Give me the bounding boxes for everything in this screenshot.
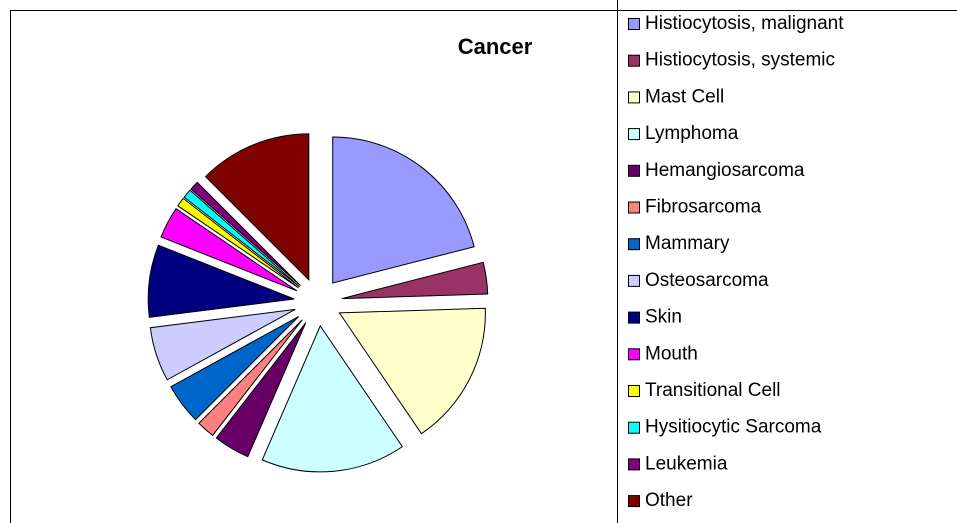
legend-swatch bbox=[628, 18, 640, 30]
pie-slice bbox=[183, 189, 300, 288]
legend-label: Mast Cell bbox=[645, 86, 724, 107]
legend-label: Hemangiosarcoma bbox=[645, 160, 805, 181]
pie-slice bbox=[160, 208, 298, 292]
legend-swatch bbox=[628, 91, 640, 104]
legend-label: Transitional Cell bbox=[645, 380, 781, 401]
legend-swatch bbox=[628, 421, 640, 434]
legend-label: Fibrosarcoma bbox=[645, 197, 762, 218]
pie-slice bbox=[177, 197, 299, 289]
legend-label: Mouth bbox=[645, 343, 698, 364]
legend-label: Skin bbox=[645, 307, 682, 328]
pie-slice bbox=[198, 319, 303, 437]
legend-label: Histiocytosis, malignant bbox=[645, 13, 844, 34]
pie-slice bbox=[149, 308, 296, 381]
legend-label: Osteosarcoma bbox=[645, 270, 769, 291]
legend-swatch bbox=[628, 238, 640, 251]
pie-slice bbox=[204, 133, 310, 282]
pie-slice bbox=[170, 315, 300, 421]
legend-swatch bbox=[628, 201, 640, 214]
legend-swatch bbox=[628, 164, 640, 177]
chart-title: Cancer bbox=[458, 34, 533, 59]
pie-slice bbox=[215, 322, 307, 458]
legend-swatch bbox=[628, 274, 640, 287]
legend-swatch bbox=[628, 385, 640, 397]
legend-label: Leukemia bbox=[645, 453, 728, 474]
legend-swatch bbox=[628, 495, 640, 508]
legend-swatch bbox=[628, 348, 640, 361]
legend-swatch bbox=[628, 458, 640, 471]
legend-label: Mammary bbox=[645, 233, 730, 254]
legend-swatch bbox=[628, 128, 640, 141]
legend-label: Histiocytosis, systemic bbox=[645, 50, 835, 71]
legend-label: Other bbox=[645, 490, 693, 511]
legend-swatch bbox=[628, 54, 640, 67]
pie-slice bbox=[341, 261, 489, 300]
pie-slice bbox=[332, 136, 475, 284]
legend-label: Hysitiocytic Sarcoma bbox=[645, 417, 822, 438]
pie-slice bbox=[190, 181, 301, 286]
pie-slice bbox=[261, 324, 404, 473]
pie-slice bbox=[338, 307, 486, 435]
legend-label: Lymphoma bbox=[645, 123, 739, 144]
legend-swatch bbox=[628, 311, 640, 324]
pie-slice bbox=[147, 244, 295, 318]
